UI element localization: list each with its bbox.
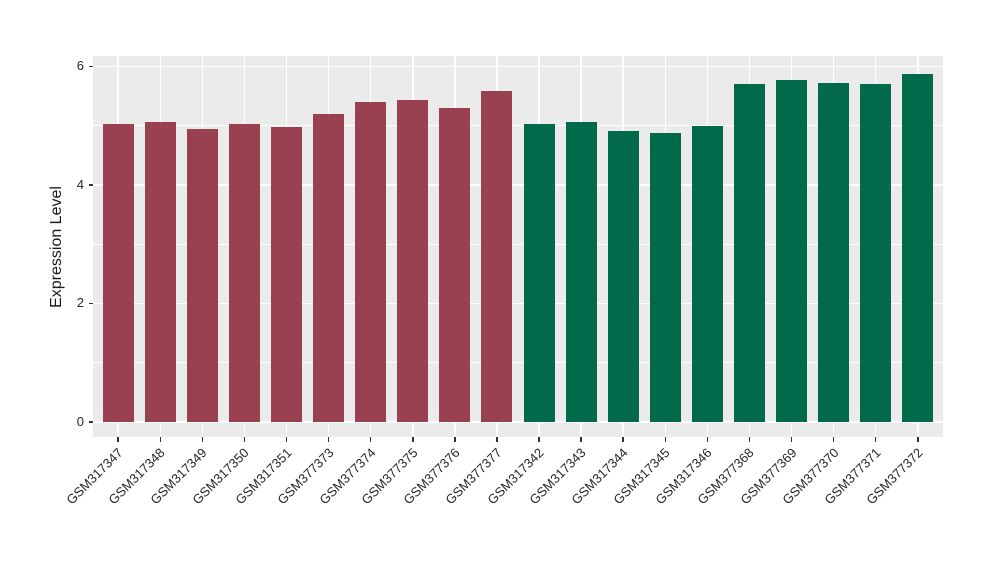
y-gridline-major (93, 421, 943, 423)
y-tick-label: 0 (76, 414, 84, 429)
bar-GSM317349 (186, 129, 218, 422)
y-tick-mark (88, 184, 93, 186)
bar-GSM377373 (313, 114, 345, 422)
bar-GSM317343 (565, 121, 597, 422)
bar-GSM317351 (271, 126, 303, 422)
x-tick-mark (285, 437, 288, 442)
x-tick-mark (748, 437, 751, 442)
plot-panel (93, 56, 943, 437)
y-tick-mark (88, 421, 93, 423)
x-tick-mark (917, 437, 919, 442)
x-tick-mark (117, 437, 119, 442)
y-gridline-minor (93, 243, 943, 245)
bar-GSM377377 (481, 90, 513, 422)
bar-GSM317342 (523, 124, 555, 422)
x-tick-mark (874, 437, 877, 442)
y-tick-mark (88, 65, 93, 68)
bar-GSM377370 (818, 82, 850, 422)
x-tick-mark (538, 437, 540, 442)
y-gridline-major (93, 184, 943, 186)
bar-GSM377368 (733, 84, 765, 422)
x-tick-mark (706, 437, 709, 442)
bar-GSM377375 (397, 99, 429, 422)
y-gridline-minor (93, 125, 943, 127)
y-axis-title: Expression Level (48, 186, 65, 308)
x-tick-mark (496, 437, 498, 442)
bar-GSM317350 (228, 124, 260, 422)
y-gridline-minor (93, 362, 943, 364)
x-tick-mark (159, 437, 162, 442)
x-tick-mark (243, 437, 246, 442)
bar-GSM377376 (439, 107, 471, 422)
bar-GSM377369 (776, 80, 807, 422)
x-tick-mark (622, 437, 624, 442)
bar-GSM377374 (355, 101, 387, 422)
y-tick-label: 6 (76, 58, 84, 74)
x-tick-mark (580, 437, 582, 442)
bar-GSM317344 (607, 130, 639, 422)
x-tick-mark (369, 437, 372, 442)
bar-GSM377372 (902, 73, 934, 422)
x-tick-mark (201, 437, 204, 442)
y-tick-label: 2 (76, 295, 84, 311)
x-tick-mark (327, 437, 330, 442)
x-tick-mark (664, 437, 667, 442)
bar-GSM377371 (860, 84, 892, 422)
x-tick-mark (832, 437, 835, 442)
y-tick-mark (88, 302, 93, 305)
y-gridline-major (93, 65, 943, 68)
bar-GSM317347 (102, 124, 134, 422)
bar-GSM317348 (144, 121, 176, 422)
y-tick-label: 4 (76, 176, 84, 192)
bar-GSM317345 (649, 132, 681, 422)
bar-GSM317346 (691, 125, 723, 422)
y-gridline-major (93, 302, 943, 305)
x-tick-mark (790, 437, 793, 442)
x-tick-mark (454, 437, 456, 442)
x-tick-mark (412, 437, 414, 442)
